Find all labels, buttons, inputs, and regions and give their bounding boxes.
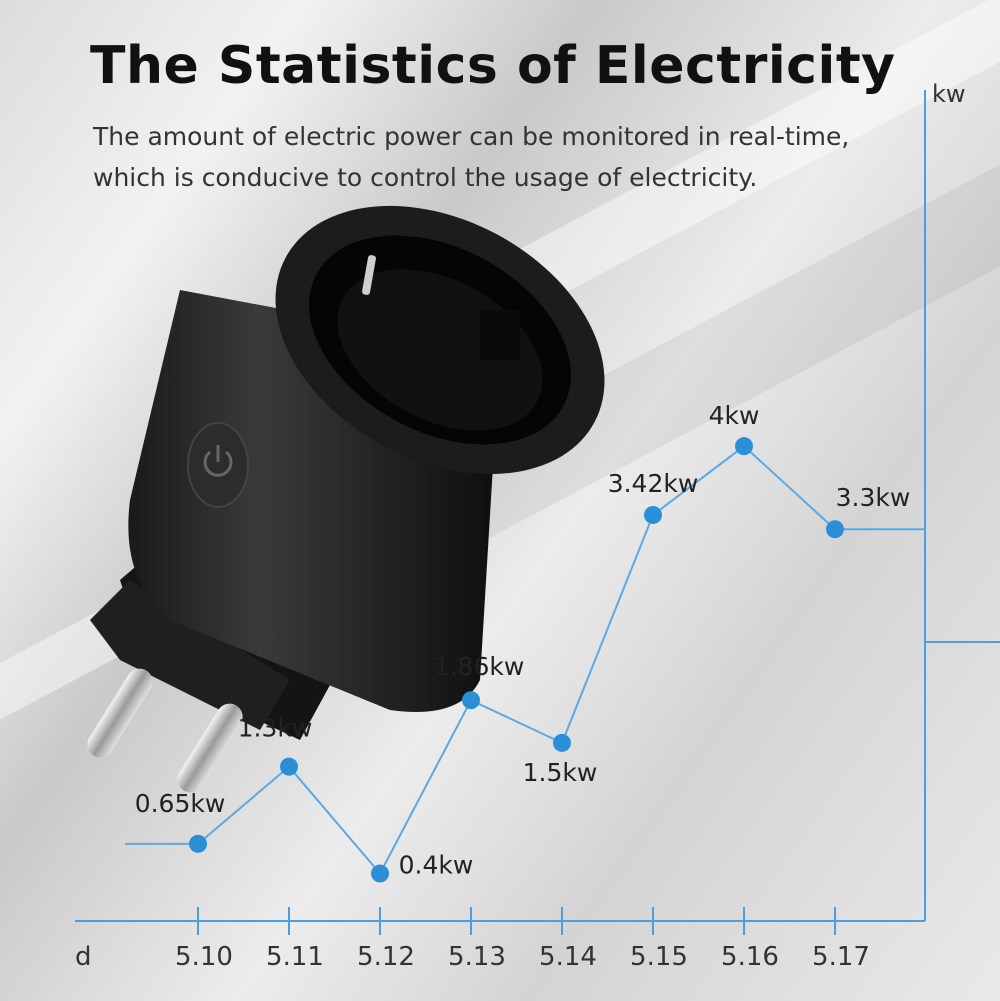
x-tick-label: 5.14: [539, 942, 597, 972]
x-tick-label: 5.16: [721, 942, 779, 972]
data-point: [280, 757, 298, 776]
plug-pins: [87, 668, 243, 793]
x-tick-label: 5.15: [630, 942, 688, 972]
data-label: 3.3kw: [836, 483, 911, 512]
x-tick-label: 5.13: [448, 942, 506, 972]
data-point: [644, 505, 662, 524]
series-line: [125, 444, 925, 876]
data-label: 1.5kw: [523, 758, 598, 787]
page-title: The Statistics of Electricity: [90, 36, 896, 96]
smart-plug-image: [87, 205, 605, 793]
x-tick-label: 5.12: [357, 942, 415, 972]
data-point: [189, 834, 207, 853]
subtitle-line-2: which is conducive to control the usage …: [93, 163, 758, 192]
x-tick-label: 5.17: [812, 942, 870, 972]
data-label: 1.86kw: [434, 652, 525, 681]
data-point: [826, 520, 844, 539]
data-label: 0.65kw: [135, 789, 226, 818]
data-point: [553, 733, 571, 752]
data-label: 3.42kw: [608, 469, 699, 498]
subtitle-line-1: The amount of electric power can be moni…: [93, 122, 850, 151]
y-axis-label: kw: [932, 80, 966, 108]
data-label: 1.3kw: [238, 714, 313, 743]
x-axis-label: d: [75, 942, 92, 972]
data-point: [371, 864, 389, 883]
data-point: [462, 691, 480, 710]
power-button-icon: [187, 422, 249, 508]
plug-body: [128, 205, 605, 712]
x-tick-label: 5.11: [266, 942, 324, 972]
data-label: 0.4kw: [399, 851, 474, 880]
data-label: 4kw: [709, 401, 760, 430]
x-tick-label: 5.10: [175, 942, 233, 972]
data-point: [735, 437, 753, 456]
